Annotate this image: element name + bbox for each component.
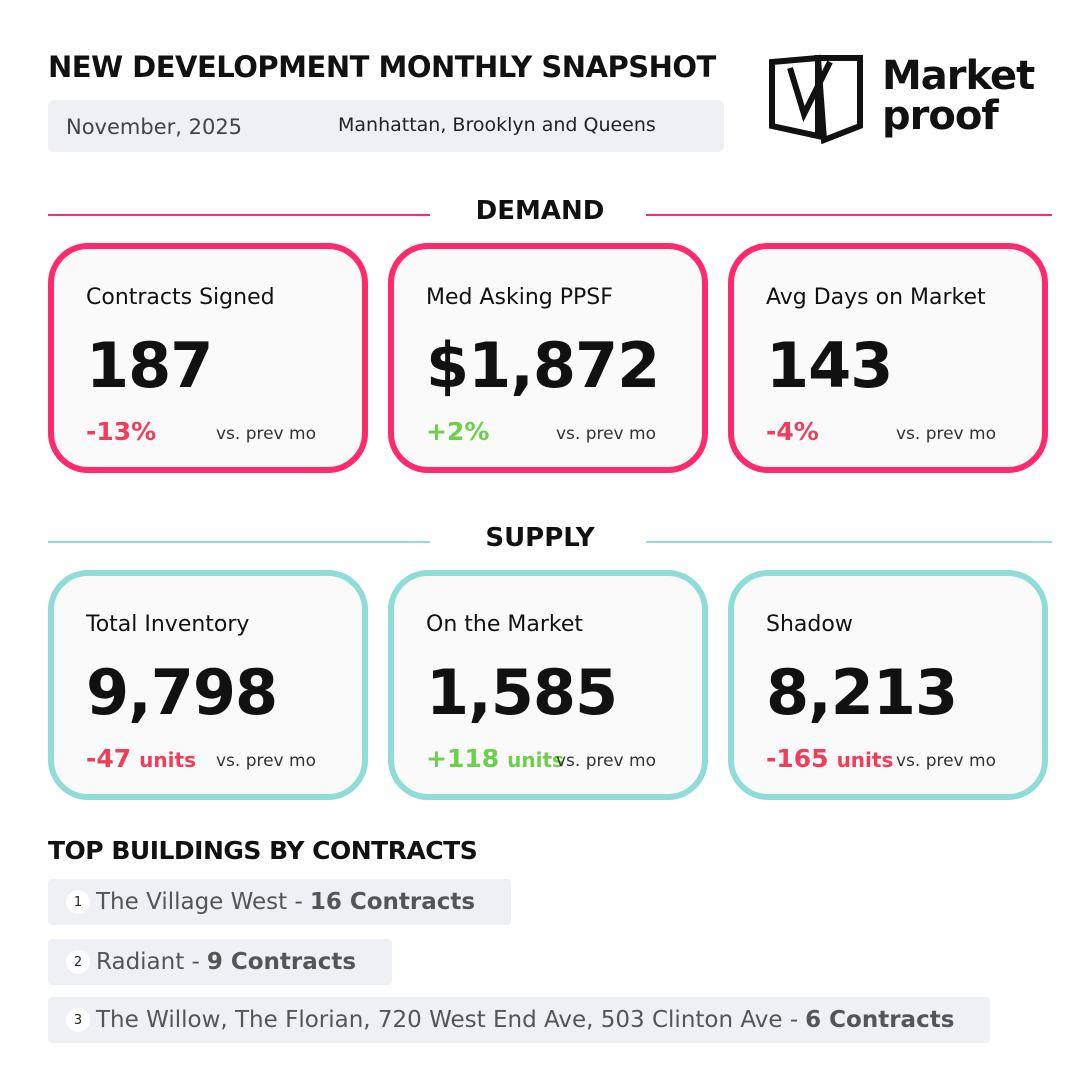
comparison-note: vs. prev mo xyxy=(555,751,656,771)
divider xyxy=(48,214,430,216)
comparison-note: vs. prev mo xyxy=(895,751,996,771)
metric-value: 143 xyxy=(766,329,893,402)
metric-card: On the Market 1,585 +118 units vs. prev mo xyxy=(388,570,708,800)
comparison-note: vs. prev mo xyxy=(215,424,316,444)
metric-label: Avg Days on Market xyxy=(766,285,986,310)
header-box: November, 2025 Manhattan, Brooklyn and Q… xyxy=(48,100,724,152)
building-row: 3 The Willow, The Florian, 720 West End A… xyxy=(48,997,991,1043)
change-unit: units xyxy=(836,748,894,772)
metric-label: On the Market xyxy=(426,612,583,637)
contract-count: 9 Contracts xyxy=(206,949,357,975)
metric-change: +118 units xyxy=(426,744,564,773)
comparison-note: vs. prev mo xyxy=(555,424,656,444)
metric-value: 1,585 xyxy=(426,656,618,729)
change-value: -165 xyxy=(766,744,829,773)
metric-change: +2% xyxy=(426,417,489,446)
date: November, 2025 xyxy=(66,115,243,139)
metric-change: -13% xyxy=(86,417,156,446)
metric-label: Total Inventory xyxy=(86,612,250,637)
change-value: +118 xyxy=(426,744,500,773)
building-row: 1 The Village West -16 Contracts xyxy=(48,879,512,925)
change-unit: units xyxy=(507,748,564,772)
logo-mark xyxy=(769,54,863,145)
divider xyxy=(646,214,1052,216)
metric-change: -47 units xyxy=(86,744,196,773)
change-value: -13% xyxy=(86,417,157,446)
divider xyxy=(646,541,1052,543)
list-title: TOP BUILDINGS BY CONTRACTS xyxy=(48,836,478,865)
rank-badge: 1 xyxy=(66,890,90,914)
change-value: -4% xyxy=(766,417,819,446)
region: Manhattan, Brooklyn and Queens xyxy=(338,114,656,136)
building-name: Radiant - xyxy=(96,949,200,975)
rank-badge: 3 xyxy=(66,1008,90,1032)
building-name: The Willow, The Florian, 720 West End Av… xyxy=(96,1007,799,1033)
metric-card: Avg Days on Market 143 -4% vs. prev mo xyxy=(728,243,1048,473)
building-row: 2 Radiant -9 Contracts xyxy=(48,939,393,985)
metric-card: Med Asking PPSF $1,872 +2% vs. prev mo xyxy=(388,243,708,473)
metric-label: Shadow xyxy=(766,612,853,637)
page-title: NEW DEVELOPMENT MONTHLY SNAPSHOT xyxy=(48,50,716,84)
contract-count: 6 Contracts xyxy=(805,1007,955,1033)
metric-card: Total Inventory 9,798 -47 units vs. prev mo xyxy=(48,570,368,800)
metric-card: Shadow 8,213 -165 units vs. prev mo xyxy=(728,570,1048,800)
metric-value: 187 xyxy=(86,329,213,402)
metric-change: -165 units xyxy=(766,744,893,773)
metric-value: $1,872 xyxy=(426,329,660,402)
change-unit: units xyxy=(139,748,196,772)
section-title: DEMAND xyxy=(475,196,605,226)
logo-text: proof xyxy=(882,93,999,139)
section-title: SUPPLY xyxy=(485,523,595,553)
rank-badge: 2 xyxy=(66,950,90,974)
comparison-note: vs. prev mo xyxy=(895,424,996,444)
metric-label: Med Asking PPSF xyxy=(426,285,613,310)
logo-text: Market xyxy=(882,53,1035,99)
building-name: The Village West - xyxy=(96,889,303,915)
divider xyxy=(48,541,430,543)
metric-card: Contracts Signed 187 -13% vs. prev mo xyxy=(48,243,368,473)
metric-value: 9,798 xyxy=(86,656,278,729)
change-value: +2% xyxy=(426,417,490,446)
metric-label: Contracts Signed xyxy=(86,285,275,310)
comparison-note: vs. prev mo xyxy=(215,751,316,771)
change-value: -47 xyxy=(86,744,132,773)
metric-value: 8,213 xyxy=(766,656,958,729)
metric-change: -4% xyxy=(766,417,819,446)
contract-count: 16 Contracts xyxy=(309,889,476,915)
